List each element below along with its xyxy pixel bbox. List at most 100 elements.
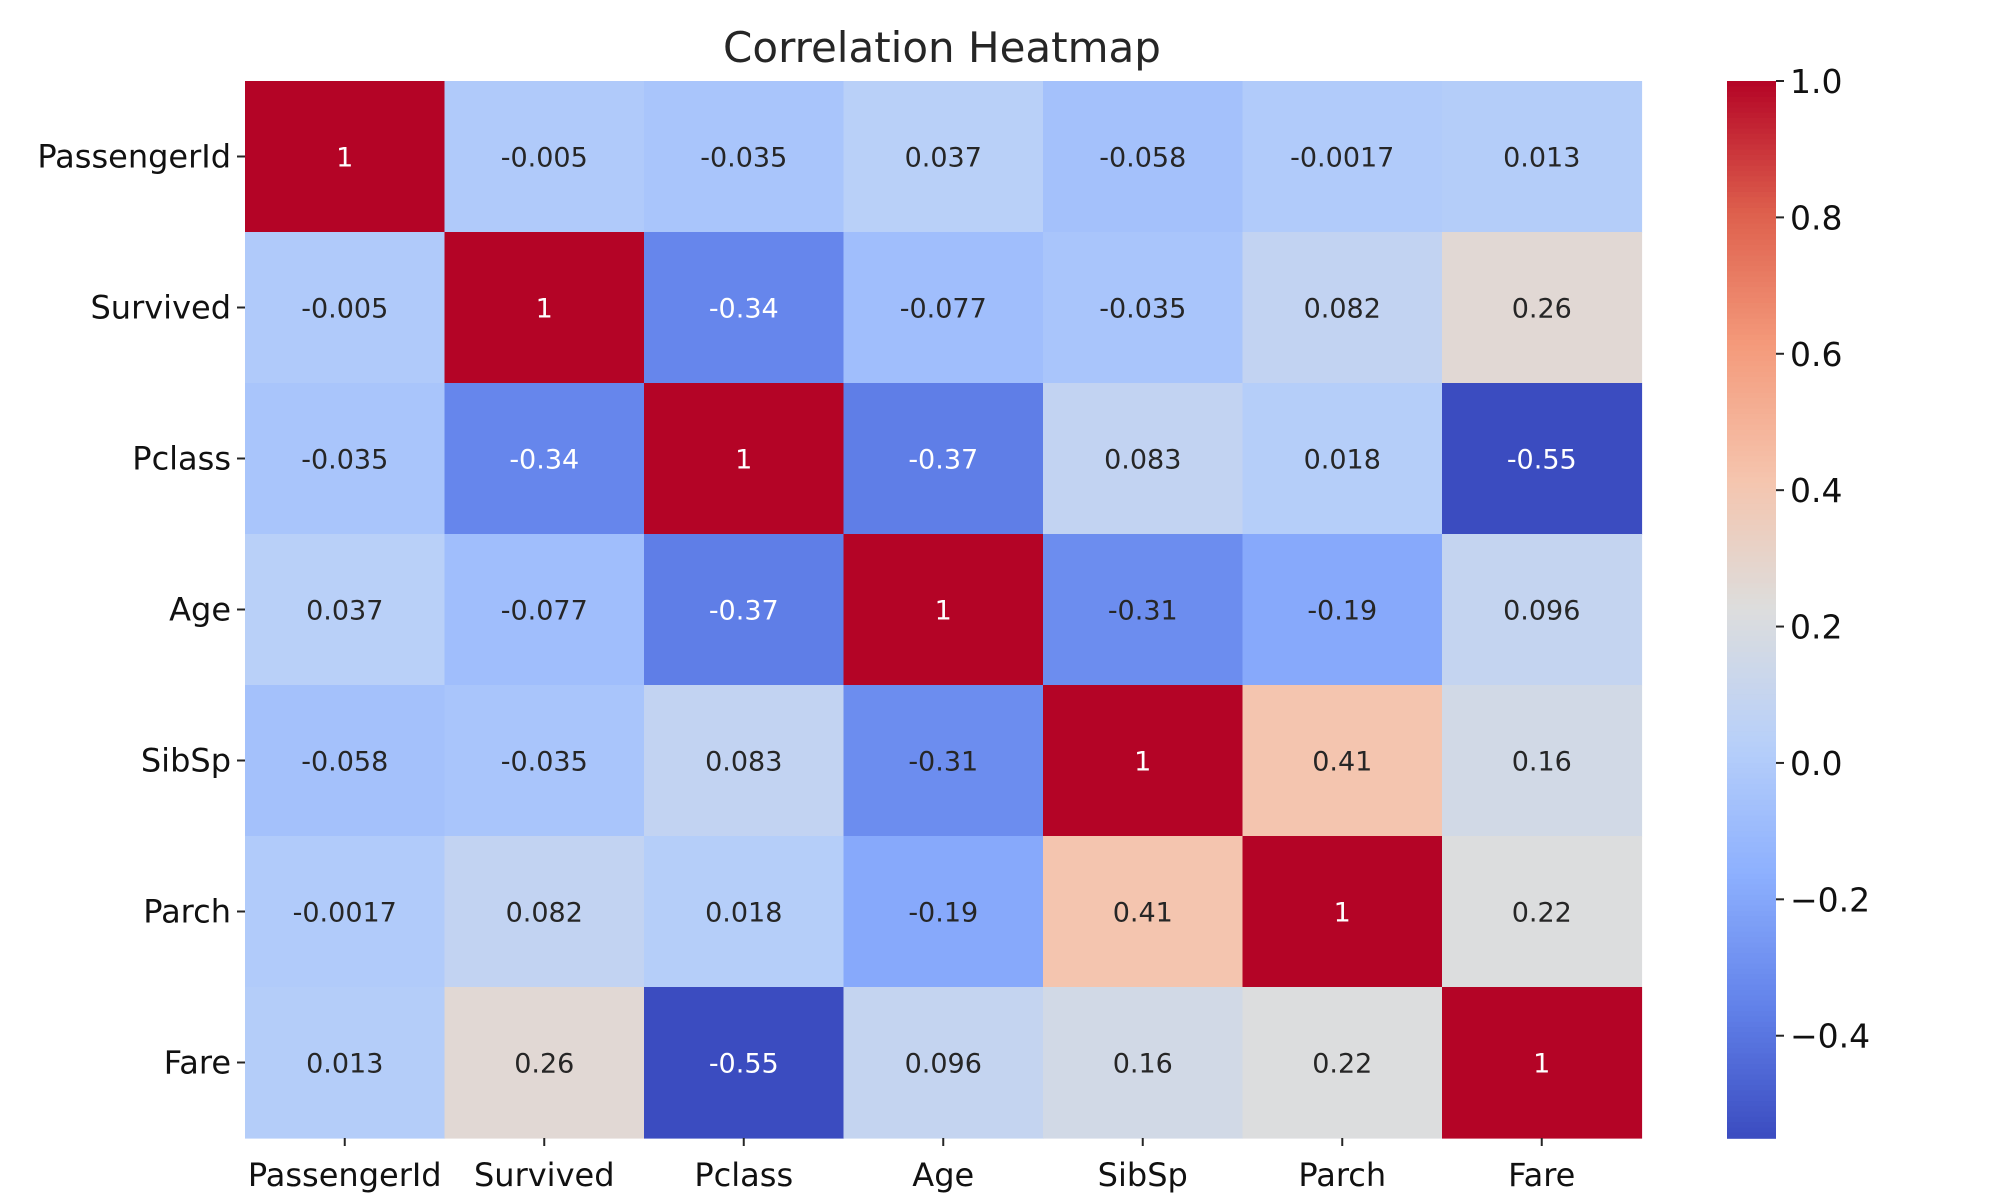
colorbar-segment <box>1727 133 1776 140</box>
colorbar-tick-label: 0.6 <box>1790 335 1842 374</box>
colorbar-segment <box>1727 181 1776 188</box>
heatmap-cell <box>843 534 1044 686</box>
colorbar-segment <box>1727 1122 1776 1129</box>
colorbar-segment <box>1727 688 1776 695</box>
colorbar-segment <box>1727 1111 1776 1118</box>
cell-value-label: 0.22 <box>1512 898 1572 929</box>
x-tick-label: Fare <box>1508 1156 1575 1194</box>
cell-value-label: -0.077 <box>900 294 987 325</box>
heatmap-cell <box>1043 81 1244 233</box>
cell-value-label: 0.013 <box>1503 143 1580 174</box>
colorbar-segment <box>1727 519 1776 526</box>
colorbar-segment <box>1727 255 1776 262</box>
heatmap-cell <box>1442 836 1643 988</box>
colorbar-segment <box>1727 709 1776 716</box>
colorbar-segment <box>1727 202 1776 209</box>
colorbar-segment <box>1727 435 1776 442</box>
colorbar-segment <box>1727 128 1776 135</box>
colorbar-segment <box>1727 635 1776 643</box>
colorbar-segment <box>1727 276 1776 283</box>
heatmap-cell <box>1043 232 1244 384</box>
cell-value-label: 0.16 <box>1113 1049 1173 1080</box>
chart-title: Correlation Heatmap <box>723 23 1161 72</box>
colorbar-segment <box>1727 535 1776 542</box>
colorbar-segment <box>1727 160 1776 167</box>
cell-value-label: 0.083 <box>705 747 782 778</box>
cell-value-label: 0.41 <box>1312 747 1372 778</box>
colorbar-segment <box>1727 746 1776 753</box>
colorbar-segment <box>1727 339 1776 347</box>
colorbar-segment <box>1727 170 1776 177</box>
heatmap-cell <box>1242 534 1443 686</box>
colorbar-segment <box>1727 514 1776 521</box>
colorbar-segment <box>1727 826 1776 833</box>
colorbar-segment <box>1727 984 1776 991</box>
cell-value-label: -0.34 <box>509 445 579 476</box>
colorbar-segment <box>1727 440 1776 447</box>
colorbar-segment <box>1727 646 1776 653</box>
colorbar-tick-label: 0.8 <box>1790 198 1842 237</box>
colorbar-segment <box>1727 852 1776 859</box>
colorbar-segment <box>1727 165 1776 172</box>
colorbar-segment <box>1727 1095 1776 1102</box>
x-tick-label: Survived <box>474 1156 615 1194</box>
colorbar-segment <box>1727 176 1776 183</box>
heatmap-cell <box>644 81 845 233</box>
heatmap-cell <box>245 534 446 686</box>
colorbar-segment <box>1727 847 1776 854</box>
cell-value-label: -0.55 <box>1507 445 1577 476</box>
colorbar-segment <box>1727 1053 1776 1060</box>
heatmap-cell <box>1242 836 1443 988</box>
colorbar-segment <box>1727 445 1776 452</box>
colorbar-segment <box>1727 223 1776 230</box>
heatmap-cell <box>1242 81 1443 233</box>
cell-value-label: 0.013 <box>306 1049 383 1080</box>
colorbar-segment <box>1727 910 1776 917</box>
colorbar-segment <box>1727 1074 1776 1081</box>
cell-value-label: 0.26 <box>514 1049 574 1080</box>
colorbar-segment <box>1727 324 1776 331</box>
heatmap-cell <box>1442 534 1643 686</box>
heatmap-cell <box>1043 987 1244 1139</box>
colorbar-segment <box>1727 244 1776 251</box>
heatmap-cell <box>245 232 446 384</box>
colorbar-segment <box>1727 868 1776 875</box>
heatmap-cell <box>1043 383 1244 535</box>
heatmap-axes: PassengerId Survived Pclass Age SibSp Parch Fa… <box>37 138 1575 1195</box>
colorbar-segment <box>1727 873 1776 880</box>
colorbar-segment <box>1727 102 1776 109</box>
colorbar-segment <box>1727 620 1776 627</box>
colorbar-segment <box>1727 234 1776 241</box>
colorbar-segment <box>1727 968 1776 975</box>
cell-value-label: -0.19 <box>1307 596 1377 627</box>
colorbar-segment <box>1727 472 1776 479</box>
colorbar-segment <box>1727 1042 1776 1049</box>
colorbar-segment <box>1727 683 1776 690</box>
colorbar-segment <box>1727 123 1776 130</box>
cell-value-label: -0.34 <box>709 294 779 325</box>
cell-value-label: 0.018 <box>1304 445 1381 476</box>
cell-value-label: -0.005 <box>301 294 388 325</box>
colorbar-segment <box>1727 963 1776 970</box>
heatmap-cell <box>843 685 1044 837</box>
cell-value-label: -0.058 <box>1099 143 1186 174</box>
cell-value-label: 1 <box>735 445 752 476</box>
colorbar-segment <box>1727 567 1776 574</box>
colorbar-segment <box>1727 741 1776 748</box>
colorbar-segment <box>1727 593 1776 600</box>
colorbar-segment <box>1727 1085 1776 1092</box>
colorbar-segment <box>1727 207 1776 214</box>
colorbar-segment <box>1727 773 1776 780</box>
heatmap-cell <box>644 534 845 686</box>
x-tick-label: PassengerId <box>248 1156 442 1194</box>
heatmap-cell <box>843 987 1044 1139</box>
colorbar-segment <box>1727 456 1776 463</box>
y-tick-label: Parch <box>143 893 231 931</box>
colorbar-segment <box>1727 265 1776 273</box>
heatmap-cell <box>1442 232 1643 384</box>
colorbar-segment <box>1727 281 1776 288</box>
colorbar-segment <box>1727 641 1776 648</box>
colorbar-segment <box>1727 789 1776 796</box>
colorbar-segment <box>1727 387 1776 394</box>
heatmap-cell <box>245 987 446 1139</box>
